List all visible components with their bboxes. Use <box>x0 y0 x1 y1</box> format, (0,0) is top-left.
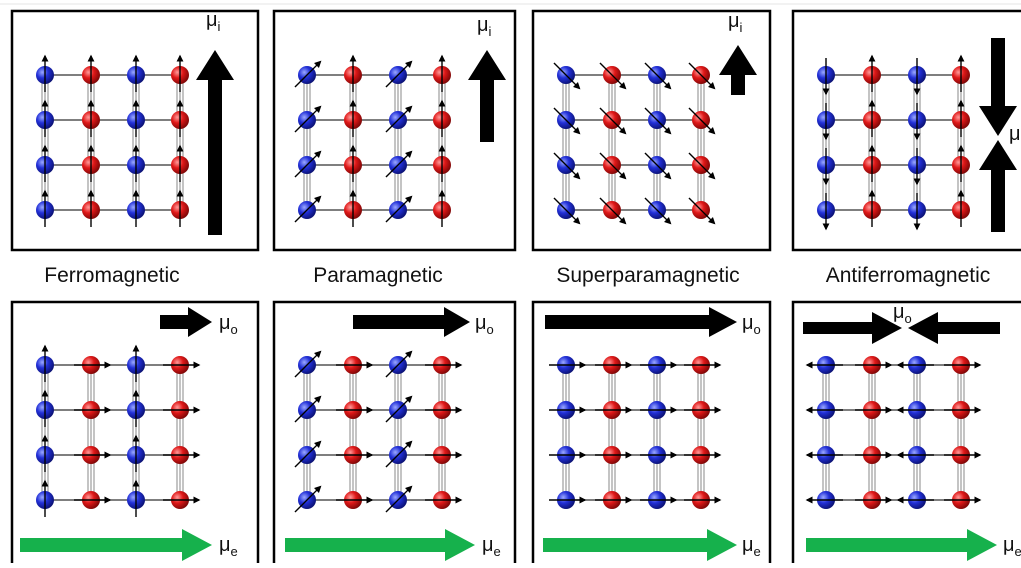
big-arrow <box>979 38 1017 136</box>
panel-frame <box>793 302 1021 563</box>
big-arrow <box>20 529 212 561</box>
mu-label: μe <box>482 534 501 559</box>
mu-symbol: μ <box>482 534 494 556</box>
big-arrow <box>543 529 737 561</box>
mu-subscript: e <box>1015 544 1021 559</box>
panel-frame <box>12 302 258 563</box>
mu-label: μo <box>475 312 494 337</box>
big-arrow <box>719 45 757 95</box>
panel-name: Antiferromagnetic <box>826 264 991 287</box>
mu-subscript: o <box>487 322 494 337</box>
big-arrow <box>468 50 506 142</box>
mu-symbol: μ <box>893 301 905 323</box>
mu-symbol: μ <box>477 14 489 36</box>
mu-subscript: e <box>494 544 501 559</box>
mu-subscript: o <box>754 322 761 337</box>
big-arrow <box>285 529 475 561</box>
big-arrow <box>545 307 737 337</box>
mu-label: μo <box>219 312 238 337</box>
mu-label: μe <box>1003 534 1021 559</box>
mu-symbol: μ <box>742 312 754 334</box>
mu-symbol: μ <box>219 312 231 334</box>
mu-symbol: μ <box>219 534 231 556</box>
big-arrow <box>806 529 997 561</box>
mu-symbol: μ <box>206 9 218 31</box>
mu-symbol: μ <box>742 534 754 556</box>
mu-subscript: i <box>218 19 221 34</box>
big-arrow <box>160 307 212 337</box>
mu-label: μe <box>742 534 761 559</box>
big-arrow <box>908 312 1000 344</box>
big-arrow <box>803 312 902 344</box>
mu-subscript: i <box>489 24 492 39</box>
mu-symbol: μ <box>1003 534 1015 556</box>
mu-label: μi <box>206 9 221 34</box>
panel-name: Paramagnetic <box>313 264 443 287</box>
mu-symbol: μ <box>1009 123 1021 145</box>
mu-subscript: e <box>231 544 238 559</box>
mu-subscript: o <box>231 322 238 337</box>
mu-symbol: μ <box>728 10 740 32</box>
mu-label: μo <box>742 312 761 337</box>
big-arrow <box>196 50 234 235</box>
mu-label: μi <box>728 10 743 35</box>
mu-label: μi <box>1009 123 1021 148</box>
mu-subscript: i <box>740 20 743 35</box>
big-arrow <box>353 307 470 337</box>
figure: Ferromagnetic Paramagnetic Superparamagnet… <box>0 0 1021 563</box>
mu-subscript: e <box>754 544 761 559</box>
mu-label: μi <box>477 14 492 39</box>
mu-subscript: o <box>905 311 912 326</box>
mu-symbol: μ <box>475 312 487 334</box>
mu-label: μo <box>893 301 912 326</box>
big-arrow <box>979 140 1017 232</box>
mu-label: μe <box>219 534 238 559</box>
panel-name: Ferromagnetic <box>44 264 179 287</box>
panel-name: Superparamagnetic <box>556 264 739 287</box>
